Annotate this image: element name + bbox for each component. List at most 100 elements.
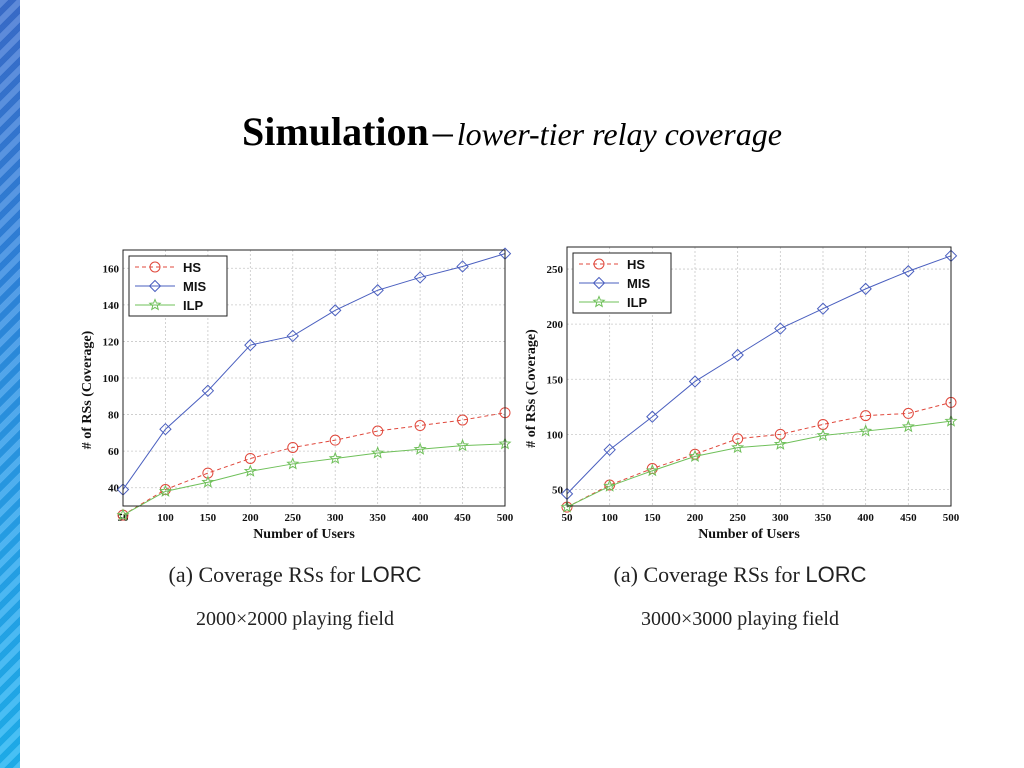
y-tick-label: 150 xyxy=(547,374,564,386)
series-line-hs xyxy=(566,401,952,508)
y-tick-label: 40 xyxy=(108,483,120,495)
y-tick-label: 50 xyxy=(552,484,564,496)
y-tick-label: 100 xyxy=(103,373,120,385)
caption-right-label: (a) xyxy=(613,562,638,587)
x-tick-label: 500 xyxy=(497,512,514,524)
x-tick-label: 150 xyxy=(200,512,217,524)
data-point-ilp xyxy=(816,428,830,442)
slide-title: Simulation – lower-tier relay coverage xyxy=(0,108,1024,155)
x-tick-label: 100 xyxy=(157,512,174,524)
legend-label-ilp: ILP xyxy=(627,295,648,310)
data-point-mis xyxy=(816,302,830,315)
data-point-ilp xyxy=(328,451,342,465)
data-point-mis xyxy=(371,284,384,297)
data-point-hs xyxy=(329,434,341,446)
series-mis xyxy=(116,247,512,496)
legend: HS MIS ILP xyxy=(128,255,228,317)
data-point-mis xyxy=(201,384,215,398)
y-tick-label: 250 xyxy=(547,264,564,276)
coverage-chart-3000: 50 100 150 200 250 300 350 400 450 500 50 100 150 200… xyxy=(524,246,960,542)
data-point-ilp xyxy=(201,475,215,488)
data-point-ilp xyxy=(859,424,873,437)
caption-right: (a) Coverage RSs for LORC xyxy=(555,562,925,588)
caption-left-sf: LORC xyxy=(360,562,422,587)
plot-frame xyxy=(566,246,952,507)
coverage-chart-2000: 50 100 150 200 250 300 350 400 450 50040608010012… xyxy=(80,247,514,542)
y-axis-label: # of RSs (Coverage) xyxy=(524,329,539,448)
legend-label-ilp: ILP xyxy=(183,298,204,313)
decorative-side-stripe xyxy=(0,0,20,768)
x-tick-label: 200 xyxy=(242,512,259,524)
data-point-mis xyxy=(456,260,469,273)
legend-label-mis: MIS xyxy=(183,279,206,294)
y-axis-label: # of RSs (Coverage) xyxy=(80,330,95,449)
data-point-mis xyxy=(646,410,659,423)
caption-right-text: Coverage RSs for xyxy=(643,562,800,587)
data-point-mis xyxy=(159,422,172,436)
data-point-mis xyxy=(774,322,787,335)
series-line-mis xyxy=(122,253,506,490)
data-point-ilp xyxy=(371,446,385,459)
title-dash: – xyxy=(432,109,453,154)
x-tick-label: 300 xyxy=(327,512,344,524)
data-point-ilp xyxy=(560,500,574,513)
caption-left-label: (a) xyxy=(168,562,193,587)
legend-marker-ilp xyxy=(148,298,162,311)
series-mis xyxy=(560,249,958,501)
x-tick-label: 450 xyxy=(900,512,917,524)
data-point-mis xyxy=(688,375,702,388)
y-tick-label: 140 xyxy=(103,300,120,312)
series-ilp xyxy=(560,414,958,513)
data-point-ilp xyxy=(731,440,745,454)
data-point-mis xyxy=(859,282,872,296)
caption-left-field: 2000×2000 playing field xyxy=(196,608,394,630)
title-main: Simulation xyxy=(242,109,429,154)
y-tick-label: 80 xyxy=(108,410,120,422)
x-tick-label: 450 xyxy=(454,512,471,524)
data-point-ilp xyxy=(773,437,787,450)
data-point-mis xyxy=(286,329,299,343)
x-tick-label: 300 xyxy=(772,512,789,524)
x-axis-label: Number of Users xyxy=(698,527,800,542)
x-tick-label: 200 xyxy=(687,512,704,524)
legend-marker-hs xyxy=(149,261,161,273)
caption-right-field: 3000×3000 playing field xyxy=(641,608,839,630)
data-point-ilp xyxy=(456,438,470,452)
data-point-mis xyxy=(413,271,427,284)
data-point-ilp xyxy=(603,479,617,492)
x-tick-label: 150 xyxy=(644,512,661,524)
x-tick-label: 250 xyxy=(729,512,746,524)
x-tick-label: 350 xyxy=(815,512,832,524)
y-tick-label: 120 xyxy=(103,336,120,348)
x-tick-label: 250 xyxy=(285,512,302,524)
data-point-mis xyxy=(603,443,616,456)
x-tick-label: 400 xyxy=(412,512,429,524)
data-point-hs xyxy=(372,425,384,437)
y-tick-label: 200 xyxy=(547,319,564,331)
data-point-ilp xyxy=(645,463,659,477)
data-point-ilp xyxy=(243,464,257,477)
x-tick-label: 100 xyxy=(601,512,618,524)
legend-label-hs: HS xyxy=(183,260,201,275)
legend: HS MIS ILP xyxy=(572,252,672,314)
data-point-mis xyxy=(731,348,744,362)
series-line-ilp xyxy=(122,443,506,516)
series-ilp xyxy=(116,436,512,521)
data-point-ilp xyxy=(116,508,130,521)
x-tick-label: 400 xyxy=(857,512,874,524)
data-point-hs xyxy=(414,420,426,432)
x-tick-label: 500 xyxy=(943,512,960,524)
data-point-hs xyxy=(457,414,469,426)
caption-left: (a) Coverage RSs for LORC xyxy=(110,562,480,588)
caption-left-text: Coverage RSs for xyxy=(198,562,355,587)
series-line-ilp xyxy=(566,420,952,508)
data-point-mis xyxy=(329,304,342,317)
x-tick-label: 350 xyxy=(369,512,386,524)
y-tick-label: 100 xyxy=(547,429,564,441)
legend-marker-ilp xyxy=(592,295,606,308)
data-point-ilp xyxy=(158,484,172,497)
data-point-hs xyxy=(732,433,744,445)
plot-frame xyxy=(122,249,506,507)
caption-right-sf: LORC xyxy=(805,562,867,587)
data-point-hs xyxy=(287,441,299,453)
